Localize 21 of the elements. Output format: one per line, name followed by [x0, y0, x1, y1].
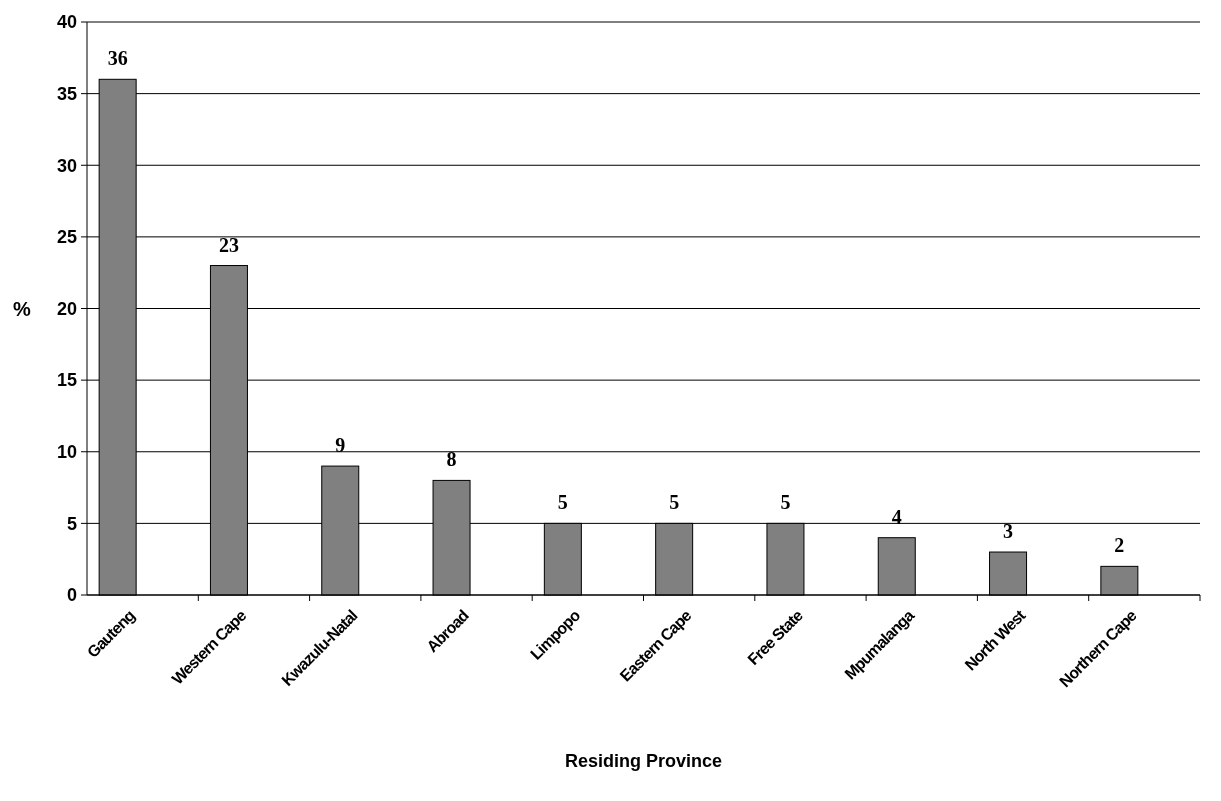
y-tick-label: 10: [56, 442, 77, 463]
data-label: 36: [107, 47, 128, 70]
y-tick-label: 20: [56, 298, 77, 319]
data-label: 23: [218, 233, 239, 256]
y-tick-label: 15: [56, 370, 77, 391]
x-axis-title: Residing Province: [564, 751, 723, 771]
data-label: 5: [557, 491, 568, 514]
data-label: 2: [1114, 534, 1125, 557]
data-label: 4: [891, 505, 902, 528]
data-label: 5: [780, 491, 791, 514]
data-label: 5: [669, 491, 680, 514]
data-label: 8: [446, 448, 457, 471]
y-tick-label: 0: [66, 585, 77, 606]
data-label: 9: [335, 434, 346, 457]
y-tick-label: 5: [66, 513, 77, 534]
y-axis-title: %: [13, 297, 32, 320]
y-tick-label: 35: [56, 83, 77, 104]
y-tick-label: 30: [56, 155, 77, 176]
y-tick-label: 40: [56, 12, 77, 33]
y-tick-label: 25: [56, 227, 77, 248]
data-label: 3: [1003, 520, 1014, 543]
